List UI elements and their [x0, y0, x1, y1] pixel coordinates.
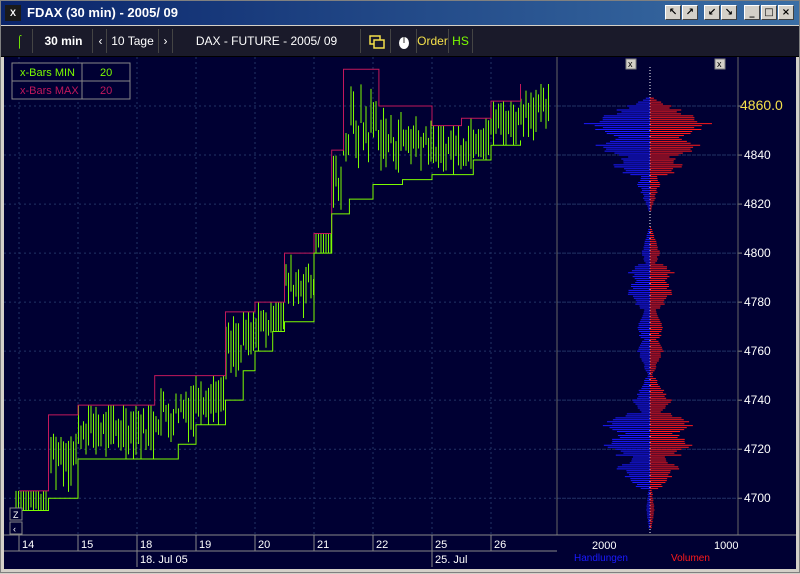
mouse-icon[interactable] [391, 29, 417, 53]
price-tick-label: 4840 [744, 148, 771, 162]
profile-scale-left: 2000 [592, 540, 616, 552]
price-chart[interactable]: 4860.0 4840 4820 4800 4780 4760 4740 4720 4700 1… [4, 57, 796, 569]
zoom-button-label: Z [13, 510, 19, 520]
profile-close-right-label: x [717, 59, 722, 69]
price-tick-label: 4740 [744, 393, 771, 407]
legend-min-label: x-Bars MIN [20, 67, 75, 79]
price-tick-label: 4860.0 [740, 97, 783, 113]
minimize-button[interactable]: _ [744, 5, 760, 20]
legend-max-value[interactable]: 20 [100, 85, 112, 97]
price-tick-label: 4760 [744, 344, 771, 358]
legend-max-label: x-Bars MAX [20, 85, 79, 97]
price-bars [15, 83, 549, 511]
range-prev-button[interactable]: ‹ [95, 29, 107, 53]
profile-close-left-label: x [628, 59, 633, 69]
time-axis: 14 15 18 19 20 21 22 25 26 18. Jul 05 25. Jul [4, 535, 557, 567]
volume-profile [583, 97, 712, 529]
price-tick-label: 4800 [744, 246, 771, 260]
chart-background [4, 57, 796, 569]
price-tick-label: 4780 [744, 295, 771, 309]
profile-label-handlungen: Handlungen [574, 553, 628, 564]
day-tick-label: 14 [22, 539, 34, 551]
day-tick-label: 21 [317, 539, 329, 551]
scroll-left-button-label: ‹ [13, 524, 16, 534]
arrow-se-icon[interactable]: ↘ [721, 5, 737, 20]
close-button[interactable]: × [778, 5, 794, 20]
arrow-sw-icon[interactable]: ↙ [704, 5, 720, 20]
profile-scale-right: 1000 [714, 540, 738, 552]
day-tick-label: 15 [81, 539, 93, 551]
price-tick-label: 4700 [744, 491, 771, 505]
week-tick-label: 18. Jul 05 [140, 554, 188, 566]
title-bar[interactable]: X FDAX (30 min) - 2005/ 09 ↖ ↗ ↙ ↘ _ □ × [1, 1, 799, 25]
arrow-nw-icon[interactable]: ↖ [665, 5, 681, 20]
indicator-icon[interactable]: ⌠ [7, 29, 33, 53]
maximize-button[interactable]: □ [761, 5, 777, 20]
chart-area[interactable]: 4860.0 4840 4820 4800 4780 4760 4740 4720 4700 1… [4, 57, 796, 569]
range-selector[interactable]: 10 Tage [107, 29, 159, 53]
chart-toolbar: ⌠ 30 min ‹ 10 Tage › DAX - FUTURE - 2005… [1, 26, 799, 57]
arrow-ne-icon[interactable]: ↗ [682, 5, 698, 20]
app-logo-icon: X [5, 5, 21, 21]
windows-icon[interactable] [363, 29, 391, 53]
day-tick-label: 26 [494, 539, 506, 551]
price-axis: 4860.0 4840 4820 4800 4780 4760 4740 4720 4700 [738, 97, 783, 505]
legend: x-Bars MIN 20 x-Bars MAX 20 [11, 62, 131, 100]
profile-label-volumen: Volumen [671, 553, 710, 564]
day-tick-label: 22 [376, 539, 388, 551]
xbars-min-line [19, 140, 521, 511]
xbars-max-line [19, 68, 521, 492]
legend-min-value[interactable]: 20 [100, 67, 112, 79]
windows-glyph [368, 35, 385, 49]
hs-button[interactable]: HS [449, 29, 473, 53]
day-tick-label: 19 [199, 539, 211, 551]
week-tick-label: 25. Jul [435, 554, 467, 566]
order-button[interactable]: Order [417, 29, 449, 53]
profile-close-right[interactable]: x [714, 58, 726, 70]
profile-close-left[interactable]: x [625, 58, 637, 70]
day-tick-label: 18 [140, 539, 152, 551]
mouse-glyph [398, 36, 409, 49]
instrument-label: DAX - FUTURE - 2005/ 09 [173, 29, 361, 53]
day-tick-label: 25 [435, 539, 447, 551]
day-tick-label: 20 [258, 539, 270, 551]
window-title: FDAX (30 min) - 2005/ 09 [27, 5, 178, 20]
range-next-button[interactable]: › [159, 29, 173, 53]
zoom-button[interactable]: Z [9, 507, 23, 521]
price-tick-label: 4720 [744, 442, 771, 456]
interval-selector[interactable]: 30 min [35, 29, 93, 53]
price-tick-label: 4820 [744, 197, 771, 211]
scroll-left-button[interactable]: ‹ [9, 521, 23, 535]
